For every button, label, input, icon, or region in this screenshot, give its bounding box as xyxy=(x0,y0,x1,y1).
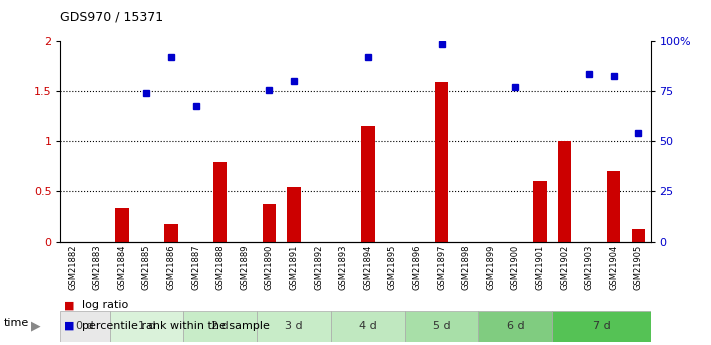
Text: 2 d: 2 d xyxy=(211,321,229,331)
Text: 4 d: 4 d xyxy=(359,321,377,331)
Bar xyxy=(631,229,645,241)
Text: time: time xyxy=(4,318,29,327)
Bar xyxy=(557,141,571,242)
Text: ■: ■ xyxy=(64,321,75,331)
Bar xyxy=(607,171,621,242)
Bar xyxy=(435,82,449,242)
Text: log ratio: log ratio xyxy=(82,300,128,310)
Bar xyxy=(552,310,651,342)
Text: percentile rank within the sample: percentile rank within the sample xyxy=(82,321,269,331)
Bar xyxy=(262,205,276,241)
Bar xyxy=(115,208,129,242)
Bar xyxy=(257,310,331,342)
Bar xyxy=(164,225,178,241)
Bar xyxy=(213,162,227,242)
Text: 5 d: 5 d xyxy=(433,321,450,331)
Text: 1 d: 1 d xyxy=(138,321,155,331)
Bar xyxy=(60,310,109,342)
Text: 3 d: 3 d xyxy=(285,321,303,331)
Bar xyxy=(361,126,375,242)
Text: 7 d: 7 d xyxy=(592,321,610,331)
Bar xyxy=(287,187,301,241)
Bar xyxy=(533,181,547,241)
Text: ▶: ▶ xyxy=(31,319,41,333)
Text: ■: ■ xyxy=(64,300,75,310)
Bar xyxy=(479,310,552,342)
Bar xyxy=(405,310,479,342)
Text: GDS970 / 15371: GDS970 / 15371 xyxy=(60,10,164,23)
Bar xyxy=(331,310,405,342)
Bar xyxy=(109,310,183,342)
Text: 0 d: 0 d xyxy=(76,321,94,331)
Bar xyxy=(183,310,257,342)
Text: 6 d: 6 d xyxy=(506,321,524,331)
